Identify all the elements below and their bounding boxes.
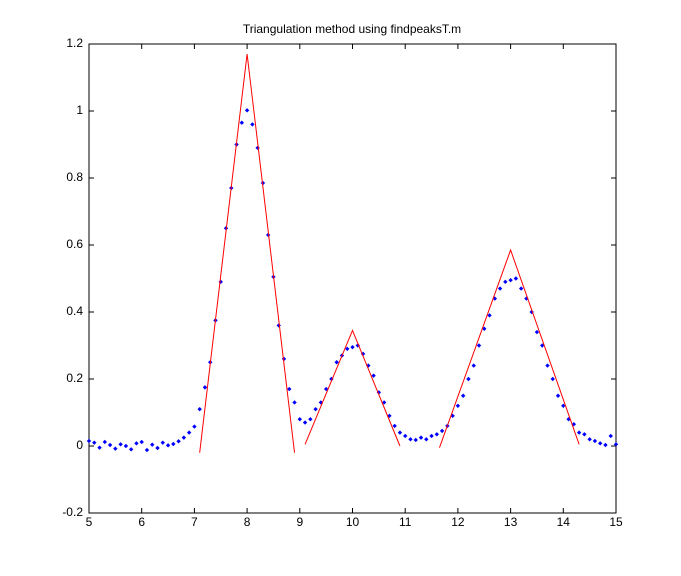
x-tick-label: 14 — [557, 515, 571, 529]
point — [524, 296, 529, 301]
point — [413, 437, 418, 443]
point — [408, 437, 413, 442]
x-tick-label: 6 — [138, 515, 145, 529]
line — [199, 53, 580, 453]
point — [176, 439, 181, 444]
point — [102, 439, 108, 445]
x-tick-label: 10 — [346, 515, 360, 529]
point — [92, 440, 97, 445]
x-tick-label: 12 — [451, 515, 465, 529]
point — [313, 406, 318, 412]
point — [455, 403, 461, 408]
point — [429, 433, 434, 439]
point — [397, 430, 403, 435]
y-tick-label: 1 — [76, 103, 83, 117]
y-tick-label: 0.6 — [66, 237, 83, 251]
point — [466, 376, 471, 382]
point — [561, 403, 566, 408]
point — [160, 440, 165, 445]
x-tick-label: 9 — [296, 515, 303, 529]
axes-box — [88, 43, 617, 514]
chart-title: Triangulation method using findpeaksT.m — [243, 22, 461, 36]
point — [439, 428, 445, 434]
point — [150, 442, 155, 447]
y-tick-label: 0.2 — [66, 371, 83, 385]
point — [123, 443, 129, 449]
y-tick-label: 1.2 — [66, 36, 83, 50]
point — [613, 442, 619, 447]
point — [403, 433, 408, 439]
point — [418, 435, 424, 440]
point — [181, 435, 187, 440]
point — [171, 441, 176, 447]
x-tick-label: 15 — [609, 515, 623, 529]
point — [86, 438, 92, 444]
point — [350, 344, 355, 350]
point — [165, 443, 171, 448]
y-tick-label: 0.4 — [66, 304, 83, 318]
point — [107, 442, 113, 448]
point — [608, 433, 613, 439]
point — [424, 437, 429, 442]
y-tick-label: 0.8 — [66, 170, 83, 184]
point — [202, 385, 208, 390]
x-tick-label: 11 — [399, 515, 412, 529]
point — [113, 446, 118, 451]
point — [334, 360, 339, 365]
point — [534, 329, 540, 335]
point — [513, 276, 519, 281]
point — [592, 438, 598, 444]
point — [345, 346, 350, 352]
point — [497, 286, 503, 291]
point — [529, 309, 534, 315]
point — [144, 447, 150, 453]
point — [139, 439, 144, 445]
point — [97, 445, 102, 450]
point — [571, 422, 577, 427]
point — [603, 442, 608, 448]
point — [250, 122, 255, 127]
point — [302, 420, 308, 425]
point — [287, 386, 292, 392]
point — [118, 442, 123, 447]
point — [292, 400, 297, 405]
point — [540, 343, 545, 348]
point — [597, 441, 603, 446]
point — [297, 417, 302, 422]
point — [308, 417, 313, 422]
point — [239, 120, 245, 125]
point — [186, 430, 192, 435]
point — [508, 277, 513, 283]
point — [134, 441, 139, 446]
point — [555, 393, 561, 398]
point — [487, 313, 492, 318]
point — [476, 343, 482, 348]
point — [371, 373, 376, 378]
point — [197, 406, 202, 412]
x-tick-label: 5 — [86, 515, 93, 529]
point — [392, 423, 397, 429]
y-tick-label: 0 — [76, 438, 83, 452]
point — [550, 376, 555, 382]
point — [545, 363, 550, 368]
point — [128, 447, 134, 452]
point — [471, 363, 476, 368]
x-tick-label: 13 — [504, 515, 518, 529]
point — [244, 108, 250, 113]
point — [192, 424, 197, 429]
point — [576, 430, 582, 435]
point — [503, 279, 508, 285]
x-tick-label: 8 — [244, 515, 251, 529]
point — [460, 393, 466, 398]
point — [582, 432, 587, 437]
y-tick-label: -0.2 — [62, 505, 83, 519]
point — [587, 437, 592, 442]
point — [434, 432, 440, 437]
x-tick-label: 7 — [191, 515, 198, 529]
point — [518, 286, 524, 291]
point — [155, 445, 160, 451]
point — [566, 417, 571, 422]
